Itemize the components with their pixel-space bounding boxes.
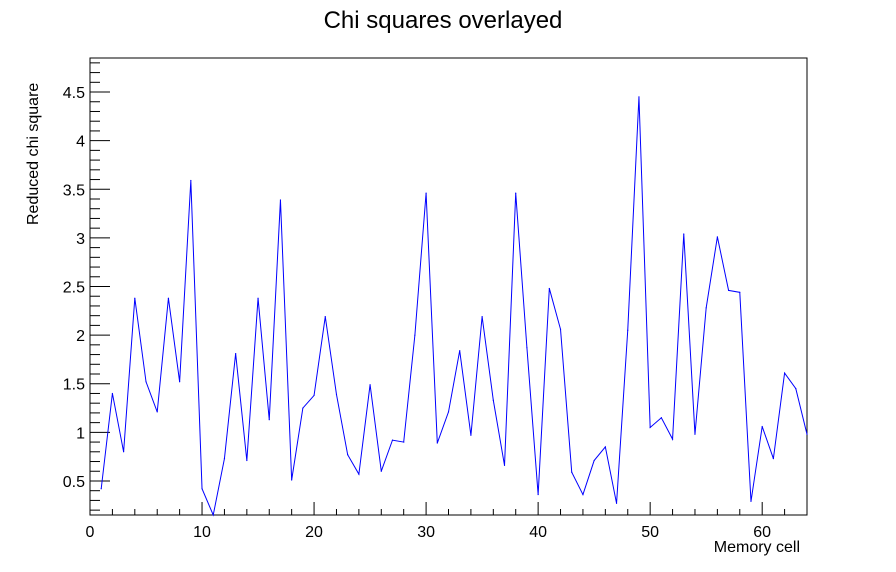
y-tick-label: 1.5 — [63, 377, 85, 394]
data-point — [156, 411, 158, 413]
data-point — [335, 393, 338, 396]
y-tick-label: 3 — [76, 231, 85, 248]
data-point — [694, 433, 696, 435]
data-point — [470, 434, 472, 436]
data-point — [145, 381, 147, 383]
data-point — [291, 479, 293, 481]
data-point — [683, 233, 685, 235]
data-point — [134, 297, 136, 299]
x-tick-label: 0 — [86, 524, 95, 541]
data-point — [705, 307, 707, 309]
data-point — [380, 470, 382, 472]
data-point — [425, 192, 427, 194]
data-point — [235, 352, 237, 355]
data-point — [167, 297, 170, 299]
data-point — [537, 493, 539, 496]
series-line — [100, 96, 808, 517]
y-tick-label: 2 — [76, 328, 85, 345]
data-point — [201, 488, 203, 490]
data-point — [123, 451, 125, 453]
data-point — [403, 441, 405, 443]
data-point — [795, 387, 797, 390]
data-point — [279, 199, 282, 201]
x-tick-label: 10 — [193, 524, 211, 541]
data-point — [582, 493, 584, 496]
data-point — [257, 297, 259, 299]
data-point — [739, 291, 741, 293]
data-point — [593, 459, 595, 462]
data-point — [671, 438, 674, 440]
y-tick-label: 4 — [76, 134, 85, 151]
data-point — [772, 458, 774, 460]
data-point — [111, 392, 114, 395]
plot-frame — [89, 57, 808, 516]
x-tick-label: 30 — [417, 524, 435, 541]
data-point — [324, 316, 326, 318]
data-point — [436, 442, 438, 444]
data-point — [313, 394, 315, 397]
data-point — [503, 464, 506, 467]
data-point — [559, 328, 562, 330]
data-point — [627, 329, 629, 331]
data-point — [246, 459, 248, 462]
data-point — [727, 289, 730, 291]
data-point — [481, 316, 483, 318]
x-axis-ticks: 0 10 20 30 40 50 60 — [86, 502, 808, 541]
data-point — [447, 411, 450, 413]
data-point — [806, 433, 808, 435]
y-tick-label: 2.5 — [63, 280, 85, 297]
y-axis-ticks: 0.5 1 1.5 2 2.5 3 3.5 4 4.5 — [63, 62, 110, 511]
data-point — [459, 350, 461, 352]
data-point — [100, 488, 102, 490]
x-tick-label: 60 — [753, 524, 771, 541]
data-point — [615, 502, 618, 504]
data-point — [638, 96, 640, 98]
data-point — [414, 334, 416, 336]
x-axis-label: Memory cell — [714, 539, 800, 556]
data-point — [660, 417, 662, 419]
data-point — [347, 454, 349, 456]
data-point — [716, 236, 718, 238]
data-point — [649, 426, 651, 429]
y-axis-label: Reduced chi square — [25, 83, 42, 225]
data-point — [223, 458, 226, 460]
data-point — [358, 473, 360, 475]
data-point — [179, 381, 181, 383]
data-point — [750, 500, 752, 502]
chart-title: Chi squares overlayed — [324, 7, 563, 34]
y-tick-label: 0.5 — [63, 474, 85, 491]
x-tick-label: 50 — [641, 524, 659, 541]
data-point — [302, 407, 304, 409]
data-point — [190, 179, 192, 182]
data-point — [268, 419, 270, 421]
x-tick-label: 40 — [529, 524, 547, 541]
x-tick-label: 20 — [305, 524, 323, 541]
data-point — [783, 372, 786, 374]
y-tick-label: 3.5 — [63, 182, 85, 199]
data-point — [492, 399, 494, 401]
data-point — [369, 384, 371, 386]
data-point — [526, 347, 528, 349]
y-tick-label: 4.5 — [63, 85, 85, 102]
data-point — [604, 446, 606, 448]
data-point — [212, 514, 214, 516]
data-point — [548, 287, 550, 290]
data-point — [761, 425, 763, 428]
data-point — [391, 439, 394, 441]
data-points — [100, 96, 808, 516]
y-tick-label: 1 — [76, 425, 85, 442]
data-point — [571, 471, 573, 473]
data-point — [515, 192, 517, 194]
